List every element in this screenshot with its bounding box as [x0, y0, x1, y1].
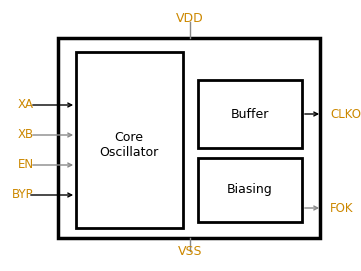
Text: Core
Oscillator: Core Oscillator: [99, 131, 158, 159]
Bar: [198, 158, 302, 222]
Text: BYP: BYP: [12, 189, 34, 202]
Text: Buffer: Buffer: [231, 108, 269, 121]
Bar: [58, 38, 320, 238]
Bar: [76, 52, 183, 228]
Text: XA: XA: [18, 98, 34, 111]
Text: VSS: VSS: [178, 245, 202, 258]
Bar: [198, 80, 302, 148]
Text: Biasing: Biasing: [227, 183, 273, 196]
Text: XB: XB: [18, 128, 34, 141]
Text: CLKOUT: CLKOUT: [330, 108, 361, 121]
Text: EN: EN: [18, 159, 34, 172]
Text: VDD: VDD: [176, 12, 204, 25]
Text: FOK: FOK: [330, 202, 353, 215]
